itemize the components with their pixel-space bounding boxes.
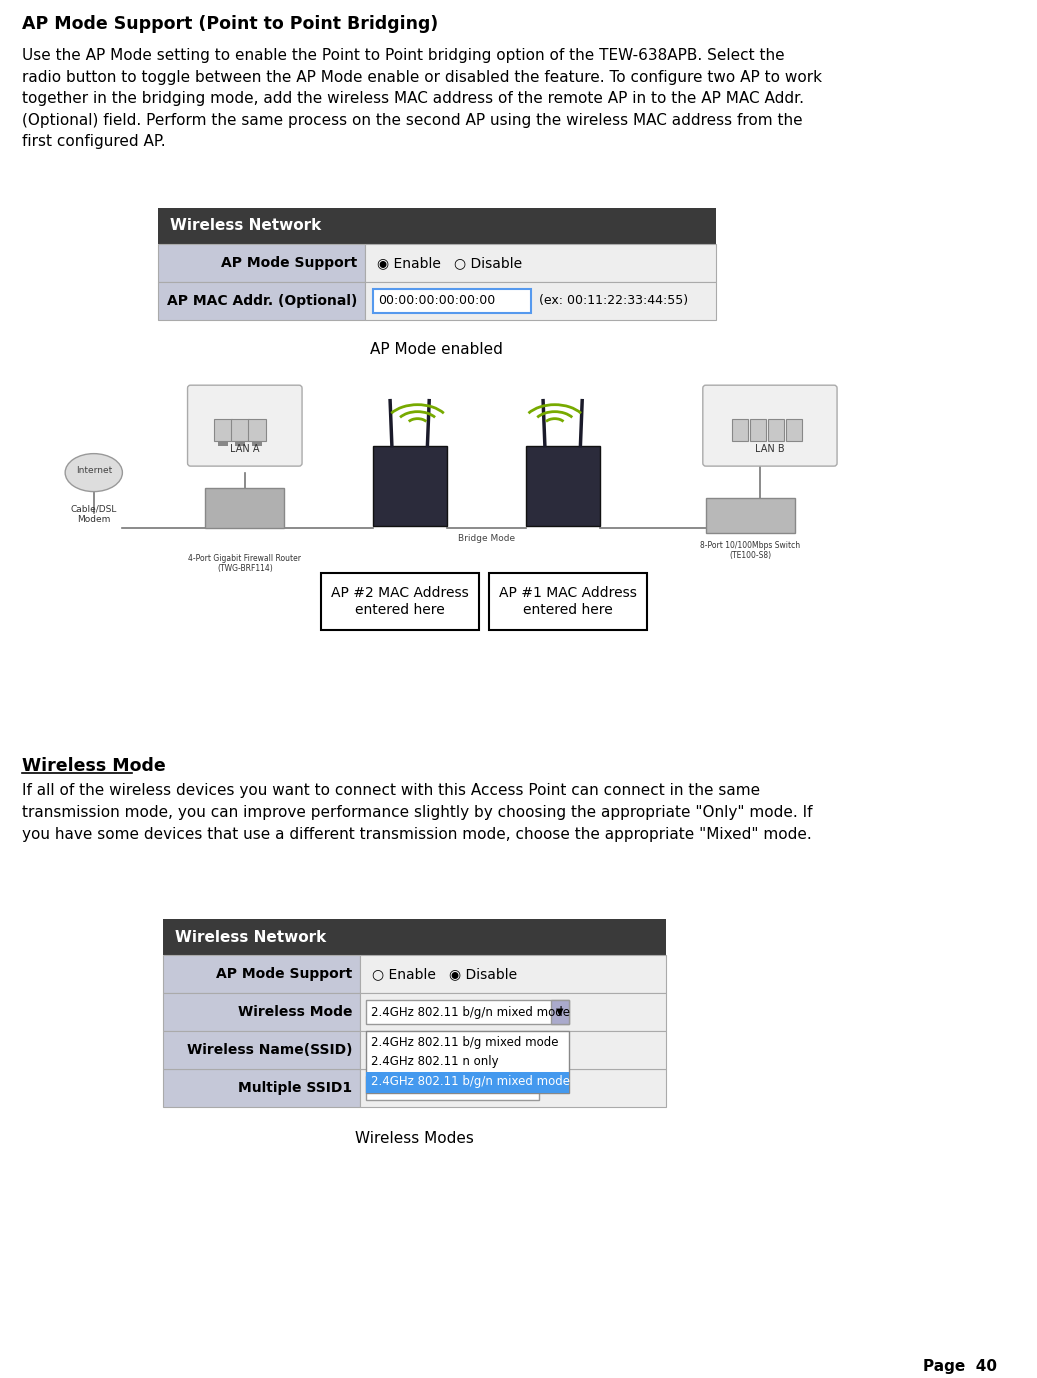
Text: 2.4GHz 802.11 b/g/n mixed mode: 2.4GHz 802.11 b/g/n mixed mode — [371, 1006, 570, 1018]
FancyBboxPatch shape — [365, 244, 716, 281]
FancyBboxPatch shape — [360, 1031, 667, 1069]
Text: (ex: 00:11:22:33:44:55): (ex: 00:11:22:33:44:55) — [539, 295, 689, 307]
FancyBboxPatch shape — [360, 1069, 667, 1107]
FancyBboxPatch shape — [366, 1076, 539, 1100]
FancyBboxPatch shape — [373, 289, 531, 313]
Text: AP MAC Addr. (Optional): AP MAC Addr. (Optional) — [167, 294, 358, 307]
Text: Wireless Mode: Wireless Mode — [237, 1005, 353, 1020]
FancyBboxPatch shape — [366, 1072, 568, 1093]
FancyBboxPatch shape — [252, 441, 261, 445]
Text: Wireless Network: Wireless Network — [174, 930, 326, 945]
Text: AP Mode Support: AP Mode Support — [221, 256, 358, 270]
Text: LAN A: LAN A — [230, 444, 259, 453]
Text: Cable/DSL
Modem: Cable/DSL Modem — [71, 504, 117, 524]
Ellipse shape — [65, 453, 122, 492]
FancyBboxPatch shape — [366, 1031, 568, 1093]
Text: ▼: ▼ — [556, 1007, 563, 1017]
Text: Internet: Internet — [76, 466, 112, 475]
Text: Wireless Mode: Wireless Mode — [22, 758, 166, 776]
Text: AP #2 MAC Address
entered here: AP #2 MAC Address entered here — [331, 587, 469, 616]
Text: 00:00:00:00:00:00: 00:00:00:00:00:00 — [379, 295, 496, 307]
FancyBboxPatch shape — [158, 208, 716, 244]
FancyBboxPatch shape — [488, 572, 646, 631]
FancyBboxPatch shape — [158, 244, 365, 281]
Text: Multiple SSID1: Multiple SSID1 — [239, 1082, 353, 1096]
Text: 2.4GHz 802.11 b/g mixed mode: 2.4GHz 802.11 b/g mixed mode — [371, 1036, 559, 1049]
FancyBboxPatch shape — [163, 955, 360, 994]
FancyBboxPatch shape — [768, 419, 784, 441]
FancyBboxPatch shape — [366, 1000, 568, 1024]
FancyBboxPatch shape — [205, 488, 284, 528]
FancyBboxPatch shape — [786, 419, 802, 441]
FancyBboxPatch shape — [360, 994, 667, 1031]
Text: Page  40: Page 40 — [923, 1359, 997, 1374]
Text: LAN B: LAN B — [755, 444, 785, 453]
FancyBboxPatch shape — [551, 1000, 568, 1024]
FancyBboxPatch shape — [231, 419, 249, 441]
Text: 8-Port 10/100Mbps Switch
(TE100-S8): 8-Port 10/100Mbps Switch (TE100-S8) — [700, 542, 801, 561]
FancyBboxPatch shape — [158, 281, 365, 320]
FancyBboxPatch shape — [248, 419, 265, 441]
FancyBboxPatch shape — [372, 445, 447, 525]
FancyBboxPatch shape — [750, 419, 766, 441]
FancyBboxPatch shape — [360, 955, 667, 994]
Text: Wireless Network: Wireless Network — [170, 218, 321, 233]
Text: Wireless Name(SSID): Wireless Name(SSID) — [187, 1043, 353, 1057]
Text: AP Mode Support (Point to Point Bridging): AP Mode Support (Point to Point Bridging… — [22, 15, 438, 33]
FancyBboxPatch shape — [320, 572, 479, 631]
FancyBboxPatch shape — [163, 994, 360, 1031]
FancyBboxPatch shape — [703, 386, 837, 466]
Text: 4-Port Gigabit Firewall Router
(TWG-BRF114): 4-Port Gigabit Firewall Router (TWG-BRF1… — [189, 554, 302, 573]
FancyBboxPatch shape — [188, 386, 302, 466]
FancyBboxPatch shape — [732, 419, 749, 441]
Text: AP #1 MAC Address
entered here: AP #1 MAC Address entered here — [499, 587, 637, 616]
Text: AP Mode enabled: AP Mode enabled — [370, 342, 503, 357]
Text: AP Mode Support: AP Mode Support — [216, 967, 353, 981]
FancyBboxPatch shape — [163, 919, 667, 955]
Text: Wireless Modes: Wireless Modes — [355, 1131, 474, 1146]
FancyBboxPatch shape — [218, 441, 228, 445]
FancyBboxPatch shape — [235, 441, 245, 445]
Text: Bridge Mode: Bridge Mode — [457, 533, 514, 543]
Text: ◉ Enable   ○ Disable: ◉ Enable ○ Disable — [377, 256, 523, 270]
FancyBboxPatch shape — [526, 445, 599, 525]
FancyBboxPatch shape — [365, 281, 716, 320]
FancyBboxPatch shape — [163, 1031, 360, 1069]
FancyBboxPatch shape — [706, 497, 794, 533]
Text: If all of the wireless devices you want to connect with this Access Point can co: If all of the wireless devices you want … — [22, 783, 812, 842]
FancyBboxPatch shape — [163, 1069, 360, 1107]
Text: 2.4GHz 802.11 b/g/n mixed mode: 2.4GHz 802.11 b/g/n mixed mode — [371, 1075, 570, 1089]
Text: Use the AP Mode setting to enable the Point to Point bridging option of the TEW-: Use the AP Mode setting to enable the Po… — [22, 48, 821, 149]
Text: ○ Enable   ◉ Disable: ○ Enable ◉ Disable — [372, 967, 517, 981]
Text: 2.4GHz 802.11 n only: 2.4GHz 802.11 n only — [371, 1056, 499, 1068]
FancyBboxPatch shape — [215, 419, 232, 441]
